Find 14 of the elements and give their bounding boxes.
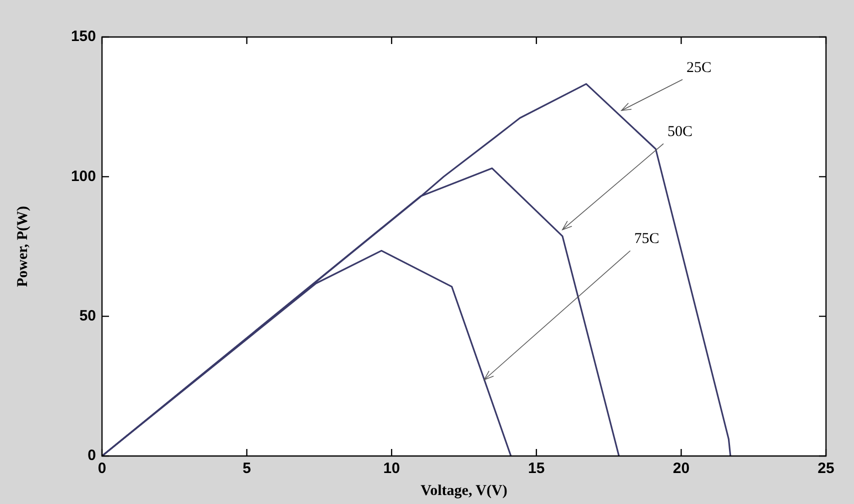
x-axis-title: Voltage, V(V) — [420, 482, 508, 499]
annotation: 25C — [686, 60, 712, 76]
x-tick-label: 10 — [383, 460, 400, 478]
y-axis-title: Power, P(W) — [14, 206, 31, 288]
annotation: 75C — [634, 231, 660, 248]
y-tick-label: 0 — [88, 447, 96, 464]
x-tick-label: 5 — [242, 460, 251, 478]
y-tick-label: 150 — [70, 28, 96, 46]
x-tick-label: 15 — [528, 460, 545, 478]
y-tick-label: 50 — [79, 307, 96, 324]
annotation: 50C — [667, 124, 692, 140]
x-tick-label: 25 — [818, 460, 834, 478]
y-tick-label: 100 — [70, 168, 96, 185]
x-tick-label: 20 — [672, 460, 690, 478]
